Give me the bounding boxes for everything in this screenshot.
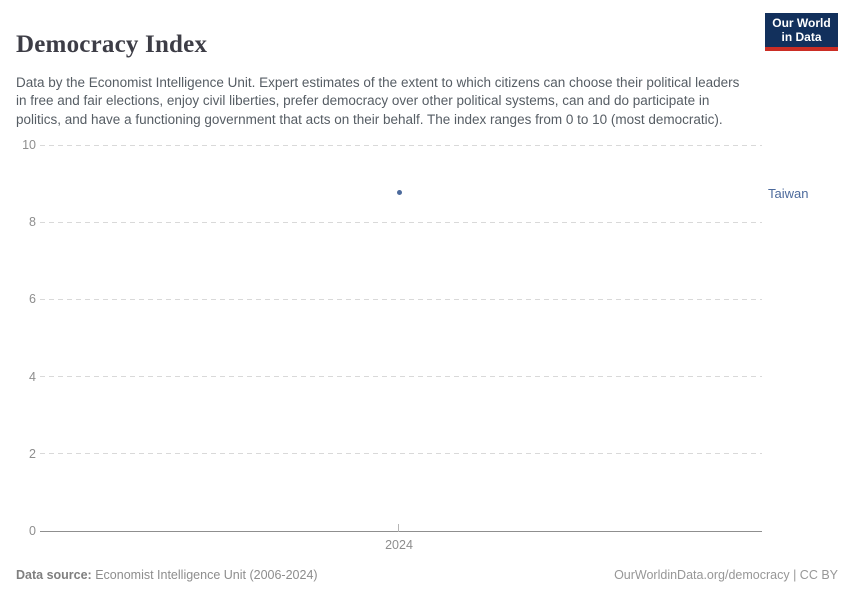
data-source-label: Data source: xyxy=(16,568,92,582)
owid-logo-line2: in Data xyxy=(781,30,822,44)
entity-label-taiwan[interactable]: Taiwan xyxy=(768,186,809,201)
gridline xyxy=(40,221,762,223)
license-link[interactable]: OurWorldinData.org/democracy | CC BY xyxy=(614,568,838,582)
y-axis-tick-label: 10 xyxy=(22,138,36,152)
gridline-row: 4 xyxy=(8,368,762,386)
y-axis-tick-label: 2 xyxy=(29,446,36,461)
data-source-note: Data source: Economist Intelligence Unit… xyxy=(16,568,318,582)
owid-logo[interactable]: Our World in Data xyxy=(765,13,838,51)
gridline-row: 10 xyxy=(8,136,762,154)
y-axis-tick-label: 6 xyxy=(29,292,36,307)
data-point-taiwan-2024[interactable] xyxy=(396,189,402,195)
gridline xyxy=(40,298,762,300)
x-axis-line xyxy=(40,530,762,532)
gridline xyxy=(40,144,762,146)
x-axis-tick-label: 2024 xyxy=(385,538,413,552)
data-source-value: Economist Intelligence Unit (2006-2024) xyxy=(91,568,318,582)
page-title: Democracy Index xyxy=(16,30,208,58)
gridline-row: 8 xyxy=(8,213,762,231)
gridline-row: 2 xyxy=(8,445,762,463)
x-axis-tick-mark xyxy=(398,524,399,532)
x-axis-baseline-row: 0 xyxy=(8,522,762,540)
gridline-row: 6 xyxy=(8,290,762,308)
owid-logo-line1: Our World xyxy=(772,16,831,30)
y-axis-tick-label: 0 xyxy=(29,524,36,538)
chart-footer: Data source: Economist Intelligence Unit… xyxy=(16,568,838,582)
gridline xyxy=(40,376,762,378)
y-axis-tick-label: 8 xyxy=(29,215,36,230)
y-axis-tick-label: 4 xyxy=(29,369,36,384)
chart-subtitle: Data by the Economist Intelligence Unit.… xyxy=(16,74,740,127)
gridline xyxy=(40,453,762,455)
